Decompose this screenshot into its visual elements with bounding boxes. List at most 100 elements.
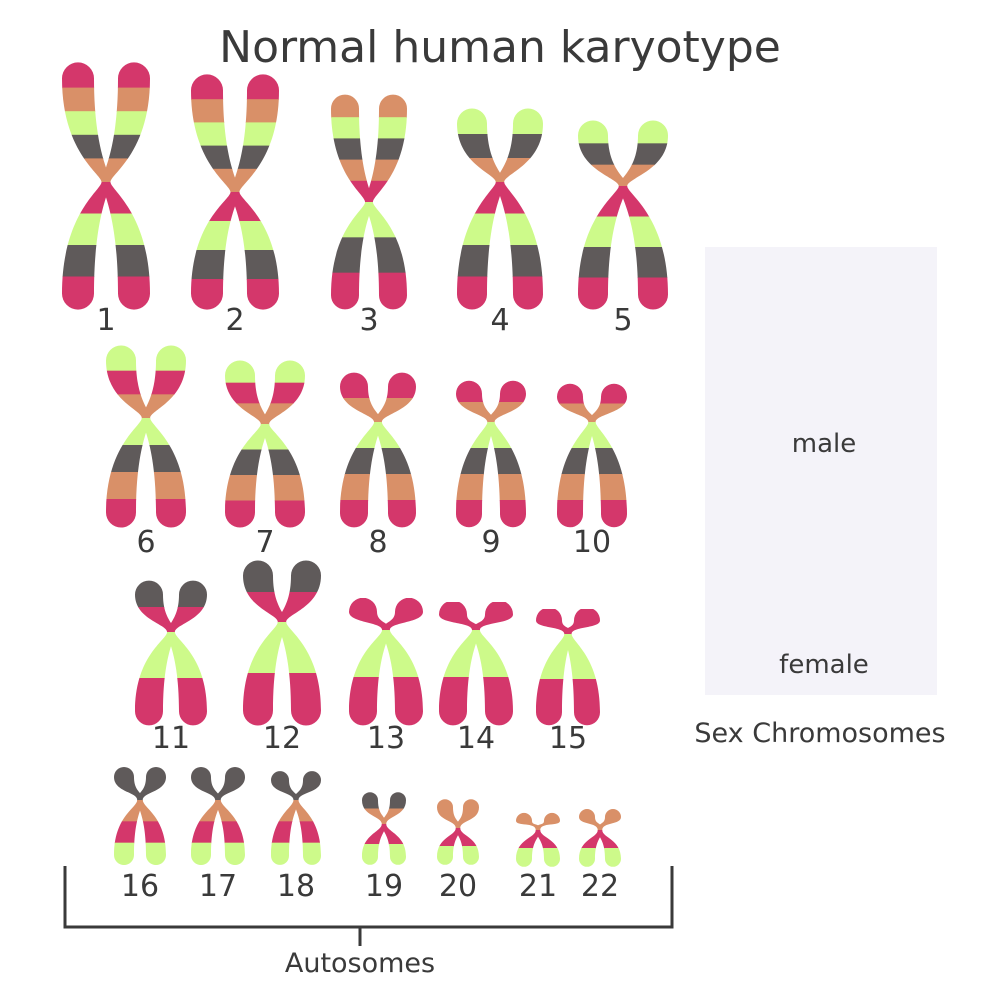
chromosome-band [456, 474, 526, 501]
chromosome-6 [106, 345, 186, 528]
chromosome-number-label: 6 [136, 525, 155, 560]
chromosome-band [579, 830, 621, 849]
chromosome-band [578, 143, 668, 166]
chromosome-band [191, 192, 279, 222]
chromosome-band [457, 182, 543, 215]
chromosome-15 [536, 609, 600, 726]
chromosome-band [439, 630, 513, 678]
chromosome-1 [62, 62, 150, 310]
chromosome-21 [516, 812, 560, 867]
chromosome-band [225, 403, 305, 425]
chromosome-band [106, 445, 186, 473]
chromosome-2 [191, 74, 279, 310]
chromosome-band [456, 402, 526, 423]
chromosome-band [135, 632, 207, 679]
chromosome-band [62, 134, 150, 159]
chromosome-number-label: 2 [225, 303, 244, 338]
chromosome-band [106, 370, 186, 395]
chromosome-band [331, 237, 407, 274]
chromosome-14 [439, 602, 513, 726]
chromosome-band [340, 448, 416, 475]
chromosome-17 [191, 767, 245, 865]
chromosome-band [516, 812, 560, 831]
chromosome-band [62, 62, 150, 89]
chromosome-19 [362, 792, 406, 865]
chromosome-band [225, 424, 305, 451]
chromosome-band [135, 580, 207, 608]
chromosome-13 [349, 598, 423, 726]
chromosome-7 [225, 360, 305, 528]
chromosome-band [457, 213, 543, 246]
chromosome-18 [271, 771, 321, 865]
chromosome-12 [243, 560, 321, 726]
chromosome-band [578, 164, 668, 187]
sex-chromosome-panel [705, 247, 937, 695]
chromosome-band [331, 117, 407, 139]
chromosome-band [191, 800, 245, 822]
chromosome-20 [437, 799, 479, 865]
chromosome-band [106, 394, 186, 419]
chromosome-band [135, 607, 207, 633]
chromosome-band [340, 422, 416, 449]
chromosome-band [62, 158, 150, 183]
chromosome-number-label: 12 [263, 721, 301, 756]
chromosome-band [114, 800, 166, 822]
chromosome-band [106, 472, 186, 500]
chromosome-band [191, 767, 245, 801]
chromosome-band [225, 382, 305, 404]
chromosome-band [437, 828, 479, 847]
chromosome-band [578, 186, 668, 218]
chromosome-band [340, 474, 416, 501]
chromosome-band [457, 108, 543, 135]
autosomes-label: Autosomes [285, 948, 435, 979]
chromosome-band [191, 74, 279, 100]
chromosome-number-label: 21 [519, 869, 557, 904]
chromosome-band [62, 182, 150, 215]
chromosome-band [579, 809, 621, 831]
chromosome-band [114, 821, 166, 844]
chromosome-band [437, 846, 479, 865]
chromosome-16 [114, 767, 166, 865]
chromosome-band [349, 598, 423, 631]
chromosome-4 [457, 108, 543, 310]
chromosome-band [457, 158, 543, 183]
chromosome-band [191, 122, 279, 147]
chromosome-band [362, 808, 406, 825]
chromosome-band [114, 767, 166, 801]
chromosome-number-label: 16 [121, 869, 159, 904]
chromosome-band [456, 380, 526, 403]
chromosome-11 [135, 580, 207, 726]
chromosome-5 [578, 120, 668, 310]
chromosome-band [516, 848, 560, 867]
sex-chromosomes-heading: Sex Chromosomes [694, 718, 945, 749]
chromosome-number-label: 19 [365, 869, 403, 904]
chromosome-band [243, 622, 321, 674]
chromosome-number-label: 3 [359, 303, 378, 338]
chromosome-number-label: 15 [549, 721, 587, 756]
chromosome-band [331, 159, 407, 182]
chromosome-band [457, 134, 543, 159]
chromosome-band [340, 372, 416, 399]
chromosome-number-label: 18 [277, 869, 315, 904]
chromosome-band [578, 247, 668, 279]
chromosome-band [331, 180, 407, 203]
male-label: male [792, 429, 856, 459]
chromosome-number-label: 13 [367, 721, 405, 756]
chromosome-band [362, 792, 406, 810]
chromosome-band [439, 602, 513, 631]
chromosome-band [579, 848, 621, 867]
chromosome-band [243, 560, 321, 593]
chromosome-band [331, 94, 407, 118]
chromosome-band [362, 844, 406, 865]
autosomes-bracket [63, 866, 674, 946]
chromosome-22 [579, 809, 621, 867]
chromosome-number-label: 5 [613, 303, 632, 338]
chromosome-number-label: 20 [439, 869, 477, 904]
chromosome-band [271, 800, 321, 822]
chromosome-band [191, 168, 279, 193]
chromosome-band [62, 87, 150, 112]
chromosome-band [557, 448, 627, 475]
chromosome-number-label: 4 [490, 303, 509, 338]
chromosome-band [437, 799, 479, 829]
chromosome-band [271, 821, 321, 844]
